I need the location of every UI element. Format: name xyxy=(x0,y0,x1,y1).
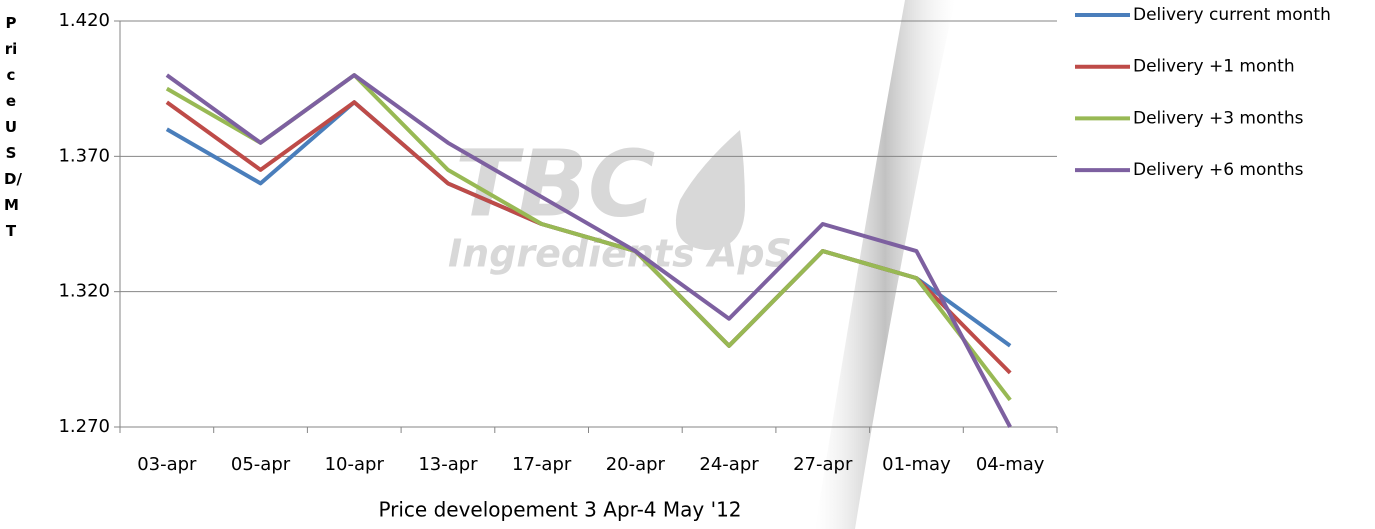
y-tick-label: 1.270 xyxy=(58,416,110,437)
legend-label: Delivery +3 months xyxy=(1133,108,1304,128)
x-tick-label: 01-may xyxy=(882,454,951,475)
x-tick-label: 05-apr xyxy=(231,454,291,475)
x-tick-label: 17-apr xyxy=(512,454,572,475)
x-tick-label: 24-apr xyxy=(699,454,759,475)
photo-streak xyxy=(815,0,955,529)
series-line xyxy=(165,73,1012,428)
x-tick-label: 27-apr xyxy=(793,454,853,475)
legend-label: Delivery current month xyxy=(1133,5,1331,25)
x-tick-label: 04-may xyxy=(976,454,1045,475)
watermark-sub: Ingredients ApS xyxy=(448,232,792,276)
y-tick-label: 1.420 xyxy=(58,10,110,31)
x-tick-label: 20-apr xyxy=(606,454,666,475)
legend-label: Delivery +6 months xyxy=(1133,160,1304,180)
y-axis-label: Price USD/MT xyxy=(4,14,22,240)
x-tick-label: 10-apr xyxy=(325,454,385,475)
watermark-drop xyxy=(675,130,745,250)
x-tick-label: 03-apr xyxy=(137,454,197,475)
x-axis-label: Price developement 3 Apr-4 May '12 xyxy=(378,498,741,522)
watermark: TBC xyxy=(455,130,655,237)
y-tick-label: 1.320 xyxy=(58,281,110,302)
x-tick-label: 13-apr xyxy=(418,454,478,475)
legend-label: Delivery +1 month xyxy=(1133,57,1295,77)
y-tick-label: 1.370 xyxy=(58,145,110,166)
